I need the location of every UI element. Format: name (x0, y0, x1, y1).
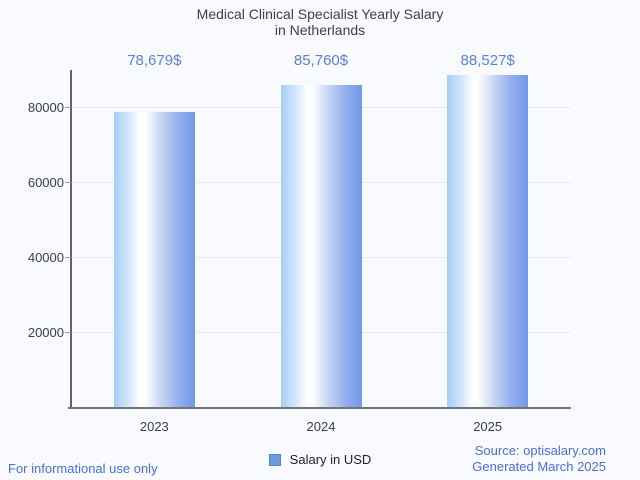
y-axis-line (70, 70, 72, 408)
bar-value-label: 88,527$ (460, 52, 515, 69)
chart-title-line1: Medical Clinical Specialist Yearly Salar… (196, 6, 444, 22)
bar[interactable] (280, 85, 362, 407)
legend-swatch-icon (268, 453, 281, 466)
bar[interactable] (113, 111, 195, 407)
y-axis-tick (65, 257, 71, 258)
chart-title: Medical Clinical Specialist Yearly Salar… (0, 6, 640, 38)
x-axis-category-label: 2025 (473, 419, 503, 434)
x-axis-line (68, 407, 571, 409)
footer-source-line: Source: optisalary.com (474, 443, 606, 458)
footer-source-block: Source: optisalary.com Generated March 2… (472, 443, 606, 475)
bar-value-label: 78,679$ (127, 52, 182, 69)
legend-label: Salary in USD (289, 452, 372, 467)
chart-title-line2: in Netherlands (274, 22, 366, 38)
footer-disclaimer: For informational use only (8, 461, 158, 476)
y-axis-tick-label: 80000 (27, 100, 64, 115)
footer-generated-line: Generated March 2025 (472, 459, 606, 474)
y-axis-tick (65, 182, 71, 183)
legend: Salary in USD (0, 452, 640, 467)
y-axis-tick (65, 332, 71, 333)
x-axis-category-label: 2023 (139, 419, 169, 434)
y-axis-tick (65, 107, 71, 108)
x-axis-category-label: 2024 (306, 419, 336, 434)
y-axis-tick-label: 40000 (27, 250, 64, 265)
bar[interactable] (447, 75, 529, 407)
y-axis-tick-label: 20000 (27, 325, 64, 340)
y-axis-tick-label: 60000 (27, 175, 64, 190)
bar-value-label: 85,760$ (293, 52, 349, 69)
